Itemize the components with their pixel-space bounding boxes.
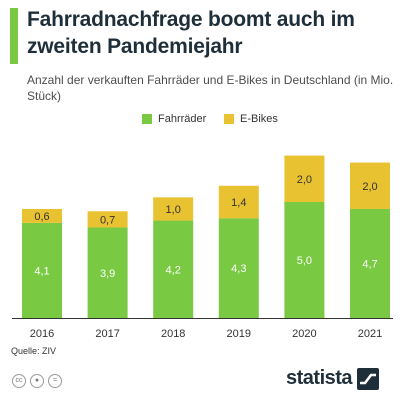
data-label-ebikes-2018: 1,0 bbox=[166, 204, 181, 216]
bar-ebikes-2020 bbox=[284, 155, 325, 202]
data-label-fahrraeder-2020: 5,0 bbox=[297, 255, 312, 267]
bar-ebikes-2018 bbox=[153, 197, 194, 221]
data-label-fahrraeder-2021: 4,7 bbox=[362, 258, 377, 270]
legend: Fahrräder E-Bikes bbox=[0, 113, 405, 129]
data-label-fahrraeder-2018: 4,2 bbox=[166, 264, 181, 276]
source-note: Quelle: ZIV bbox=[11, 346, 57, 356]
legend-swatch-fahrraeder bbox=[142, 114, 152, 124]
x-tick-label-2021: 2021 bbox=[358, 328, 382, 340]
statista-brand[interactable]: statista bbox=[286, 367, 380, 390]
data-label-ebikes-2016: 0,6 bbox=[34, 211, 49, 223]
chart-subtitle: Anzahl der verkauften Fahrräder und E-Bi… bbox=[27, 73, 394, 103]
legend-label-ebikes: E-Bikes bbox=[240, 113, 278, 125]
bar-ebikes-2016 bbox=[22, 208, 62, 223]
x-tick-label-2020: 2020 bbox=[292, 328, 316, 340]
data-label-ebikes-2017: 0,7 bbox=[100, 214, 115, 226]
x-tick-label-2017: 2017 bbox=[95, 328, 119, 340]
bar-fahrraeder-2019 bbox=[218, 218, 259, 318]
bar-fahrraeder-2017 bbox=[87, 227, 128, 318]
data-label-fahrraeder-2017: 3,9 bbox=[100, 268, 115, 280]
data-label-ebikes-2020: 2,0 bbox=[297, 174, 312, 186]
bar-ebikes-2017 bbox=[87, 211, 128, 228]
data-label-ebikes-2019: 1,4 bbox=[231, 197, 246, 209]
x-tick-label-2019: 2019 bbox=[227, 328, 251, 340]
bar-ebikes-2019 bbox=[218, 185, 259, 219]
bar-fahrraeder-2016 bbox=[22, 222, 62, 318]
bar-fahrraeder-2018 bbox=[153, 220, 194, 318]
bar-fahrraeder-2020 bbox=[284, 202, 325, 318]
legend-swatch-ebikes bbox=[224, 114, 234, 124]
data-label-fahrraeder-2016: 4,1 bbox=[34, 265, 49, 277]
statista-logo-icon bbox=[357, 367, 380, 390]
legend-item-fahrraeder: Fahrräder bbox=[142, 113, 206, 125]
license-icons: cc ● = bbox=[12, 374, 62, 388]
accent-bar bbox=[10, 8, 18, 64]
data-label-ebikes-2021: 2,0 bbox=[362, 181, 377, 193]
legend-label-fahrraeder: Fahrräder bbox=[158, 113, 207, 125]
x-tick-label-2018: 2018 bbox=[161, 328, 185, 340]
person-attribution-icon: ● bbox=[30, 374, 44, 388]
equals-noderivs-icon: = bbox=[48, 374, 62, 388]
chart-title: Fahrradnachfrage boomt auch im zweiten P… bbox=[27, 8, 355, 58]
bar-fahrraeder-2021 bbox=[350, 208, 390, 318]
data-label-fahrraeder-2019: 4,3 bbox=[231, 263, 246, 275]
cc-license-icon: cc bbox=[12, 374, 26, 388]
bar-ebikes-2021 bbox=[350, 162, 390, 209]
brand-name: statista bbox=[286, 367, 353, 389]
legend-item-ebikes: E-Bikes bbox=[224, 113, 278, 125]
x-tick-label-2016: 2016 bbox=[30, 328, 54, 340]
